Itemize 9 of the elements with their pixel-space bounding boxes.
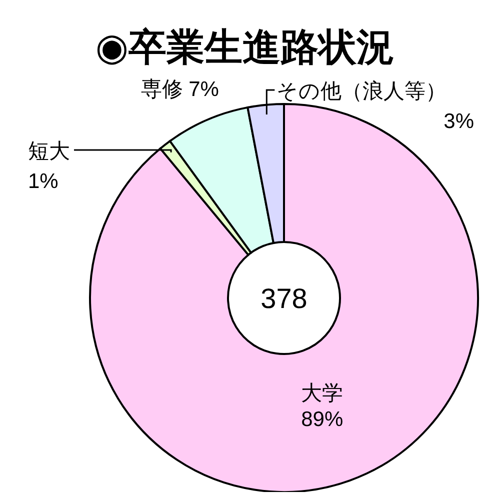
data-label: 3%	[444, 110, 474, 133]
slice-label: 専修 7%	[140, 78, 219, 101]
slice-label: 短大	[28, 140, 70, 163]
slice-label: その他（浪人等）	[276, 80, 447, 103]
text: 378	[260, 283, 308, 314]
chart-title: ◉卒業生進路状況	[95, 27, 395, 69]
slice-label: 大学	[301, 382, 344, 405]
data-label: 89%	[301, 408, 344, 431]
data-label: 1%	[28, 170, 58, 193]
